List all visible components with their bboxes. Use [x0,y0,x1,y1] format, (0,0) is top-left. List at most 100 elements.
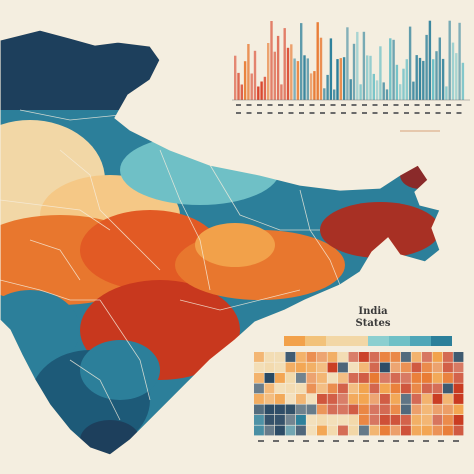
histogram-bar [432,59,435,100]
heatmap-tick [318,440,324,442]
heatmap-cell [254,383,264,394]
top-histogram-ticks [236,104,462,114]
heatmap-cell [275,383,285,394]
histogram-tick [257,112,262,114]
legend-swatch [326,336,347,346]
heatmap-cell [422,373,432,383]
heatmap-cell [453,425,464,436]
histogram-bar [247,44,250,100]
histogram-tick [372,112,378,114]
heatmap-cell [264,362,275,373]
histogram-bar [333,89,336,100]
heatmap-cell [296,394,306,404]
heatmap-cell [390,425,401,436]
heatmap-cell [401,415,411,425]
heatmap-cell [327,373,338,383]
heatmap-cell [443,373,453,383]
heatmap-tick [348,440,354,442]
histogram-bar [425,34,428,100]
heatmap-cell [338,425,348,436]
heatmap-cell [317,373,327,383]
heatmap-cell [369,373,380,383]
heatmap-tick [423,440,429,442]
histogram-bar [385,89,389,100]
heatmap-cell [296,383,306,394]
heatmap-cell [285,362,296,373]
heatmap-cell [369,425,380,436]
heatmap-tick [393,440,399,442]
heatmap-cell [422,425,432,436]
heatmap-cell [348,415,359,425]
heatmap-cell [275,425,285,436]
heatmap-cell [348,352,359,362]
heatmap-cell [327,362,338,373]
heatmap-cell [306,425,317,436]
heatmap-cell [443,394,453,404]
heatmap-cell [296,415,306,425]
histogram-bar [280,84,283,100]
heatmap-cell [275,362,285,373]
heatmap-cell [359,383,369,394]
histogram-bar [422,60,425,100]
heatmap-cell [275,394,285,404]
heatmap-cell [390,373,401,383]
histogram-bar [303,55,306,100]
heatmap-cell [443,425,453,436]
heatmap-cell [306,362,317,373]
histogram-bar [237,72,240,100]
histogram-bar [395,64,399,100]
histogram-bar [346,27,349,100]
histogram-tick [320,112,325,114]
heatmap-cell [285,404,296,415]
heatmap-cell [432,383,443,394]
legend-swatch [389,336,410,346]
heatmap-cell [338,362,348,373]
histogram-tick [383,112,388,114]
heatmap-cell [317,404,327,415]
heatmap-cell [380,425,390,436]
heatmap-cell [401,394,411,404]
histogram-bar [339,58,342,100]
heatmap-cell [327,415,338,425]
histogram-bar [382,82,385,100]
heatmap-cell [432,425,443,436]
heatmap-cell [453,404,464,415]
heatmap-cell [432,362,443,373]
heatmap-cell [380,415,390,425]
heatmap-cell [338,394,348,404]
histogram-bar [379,46,382,100]
heatmap-cell [338,383,348,394]
histogram-bar [234,55,237,100]
heatmap-cell [317,362,327,373]
heatmap-cell [285,415,296,425]
heatmap-cell [348,383,359,394]
histogram-tick [435,104,441,106]
heatmap-tick [363,440,369,442]
heatmap-cell [338,352,348,362]
histogram-bar [428,20,432,101]
heatmap-cell [254,373,264,383]
heatmap-cell [380,404,390,415]
histogram-bar [441,58,445,100]
histogram-tick [341,104,346,106]
histogram-bar [306,58,309,100]
histogram-bar [359,84,362,100]
heatmap-cell [443,352,453,362]
heatmap-cell [369,394,380,404]
legend-swatch [347,336,368,346]
heatmap-cell [264,352,275,362]
heatmap-cell [390,352,401,362]
histogram-bar [458,22,461,100]
heatmap-cell [348,425,359,436]
heatmap-cell [411,394,422,404]
heatmap-cell [264,394,275,404]
histogram-tick [320,104,325,106]
heatmap-cell [275,404,285,415]
heatmap-cell [443,415,453,425]
histogram-bar [250,73,253,100]
heatmap-cell [317,352,327,362]
legend-title: India States [318,306,428,330]
histogram-bar [316,22,319,101]
heatmap-cell [380,352,390,362]
histogram-tick [414,104,420,106]
